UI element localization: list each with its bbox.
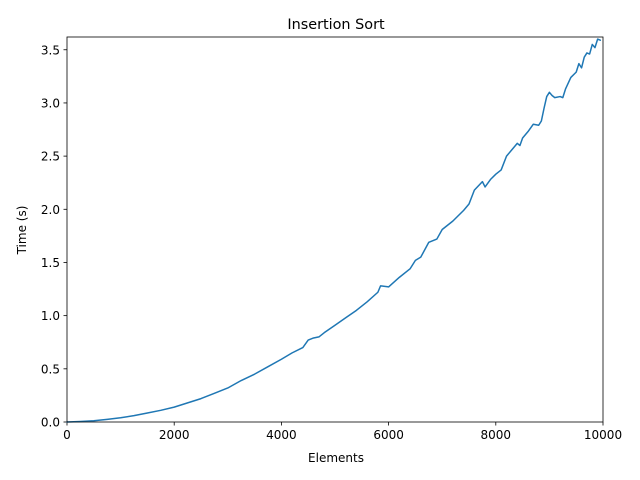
y-tick-label: 3.5 xyxy=(41,43,60,57)
series-line xyxy=(66,38,602,423)
x-tick-label: 6000 xyxy=(373,428,404,442)
y-axis-label: Time (s) xyxy=(15,206,29,256)
x-tick-label: 4000 xyxy=(266,428,297,442)
chart-title: Insertion Sort xyxy=(287,17,385,33)
y-tick-label: 2.5 xyxy=(41,150,60,164)
y-tick-label: 3.0 xyxy=(41,96,60,110)
y-tick-label: 0.0 xyxy=(41,416,60,430)
plot-frame xyxy=(66,36,604,423)
y-tick-label: 2.0 xyxy=(41,203,60,217)
y-tick-label: 1.5 xyxy=(41,256,60,270)
y-tick-label: 1.0 xyxy=(41,309,60,323)
x-tick-label: 0 xyxy=(63,428,71,442)
x-axis-label: Elements xyxy=(308,451,364,465)
x-tick-label: 10000 xyxy=(584,428,622,442)
x-tick-label: 2000 xyxy=(159,428,190,442)
x-tick-label: 8000 xyxy=(481,428,512,442)
y-tick-label: 0.5 xyxy=(41,362,60,376)
